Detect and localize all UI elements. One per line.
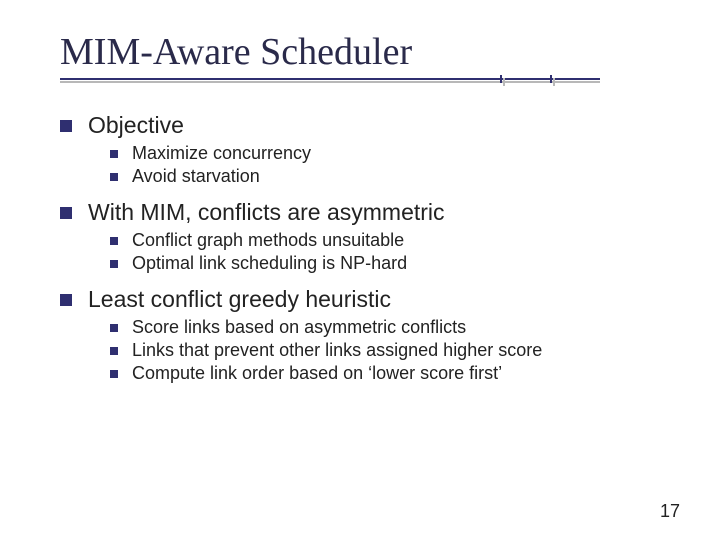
square-bullet-icon [60, 120, 72, 132]
square-bullet-icon [60, 294, 72, 306]
bullet-l2-text: Links that prevent other links assigned … [132, 340, 542, 361]
bullet-l2-group: Maximize concurrency Avoid starvation [110, 143, 680, 187]
bullet-l1-text: With MIM, conflicts are asymmetric [88, 199, 445, 226]
bullet-l2: Links that prevent other links assigned … [110, 340, 680, 361]
bullet-l2-text: Conflict graph methods unsuitable [132, 230, 404, 251]
page-number: 17 [660, 501, 680, 522]
tick-shadow [503, 78, 505, 86]
bullet-l2-group: Conflict graph methods unsuitable Optima… [110, 230, 680, 274]
square-bullet-icon [110, 237, 118, 245]
bullet-l2: Avoid starvation [110, 166, 680, 187]
bullet-l2-text: Avoid starvation [132, 166, 260, 187]
square-bullet-icon [110, 173, 118, 181]
bullet-l1: With MIM, conflicts are asymmetric [60, 199, 680, 226]
underline [60, 78, 600, 80]
square-bullet-icon [110, 150, 118, 158]
bullet-l1-text: Least conflict greedy heuristic [88, 286, 391, 313]
square-bullet-icon [110, 370, 118, 378]
title-underline [60, 78, 680, 86]
bullet-l1: Least conflict greedy heuristic [60, 286, 680, 313]
underline-shadow [60, 81, 600, 83]
square-bullet-icon [110, 324, 118, 332]
bullet-l2-text: Compute link order based on ‘lower score… [132, 363, 502, 384]
bullet-l2: Score links based on asymmetric conflict… [110, 317, 680, 338]
square-bullet-icon [60, 207, 72, 219]
bullet-l1-text: Objective [88, 112, 184, 139]
bullet-l2: Compute link order based on ‘lower score… [110, 363, 680, 384]
bullet-l2-text: Score links based on asymmetric conflict… [132, 317, 466, 338]
bullet-l2-text: Maximize concurrency [132, 143, 311, 164]
slide-content: Objective Maximize concurrency Avoid sta… [60, 112, 680, 384]
bullet-l1: Objective [60, 112, 680, 139]
slide-title: MIM-Aware Scheduler [60, 30, 680, 74]
slide: MIM-Aware Scheduler Objective Maximize c… [0, 0, 720, 540]
underline-tick [550, 75, 552, 83]
bullet-l2: Conflict graph methods unsuitable [110, 230, 680, 251]
bullet-l2: Maximize concurrency [110, 143, 680, 164]
bullet-l2: Optimal link scheduling is NP-hard [110, 253, 680, 274]
bullet-l2-group: Score links based on asymmetric conflict… [110, 317, 680, 384]
square-bullet-icon [110, 347, 118, 355]
underline-tick [500, 75, 502, 83]
square-bullet-icon [110, 260, 118, 268]
bullet-l2-text: Optimal link scheduling is NP-hard [132, 253, 407, 274]
tick-shadow [553, 78, 555, 86]
